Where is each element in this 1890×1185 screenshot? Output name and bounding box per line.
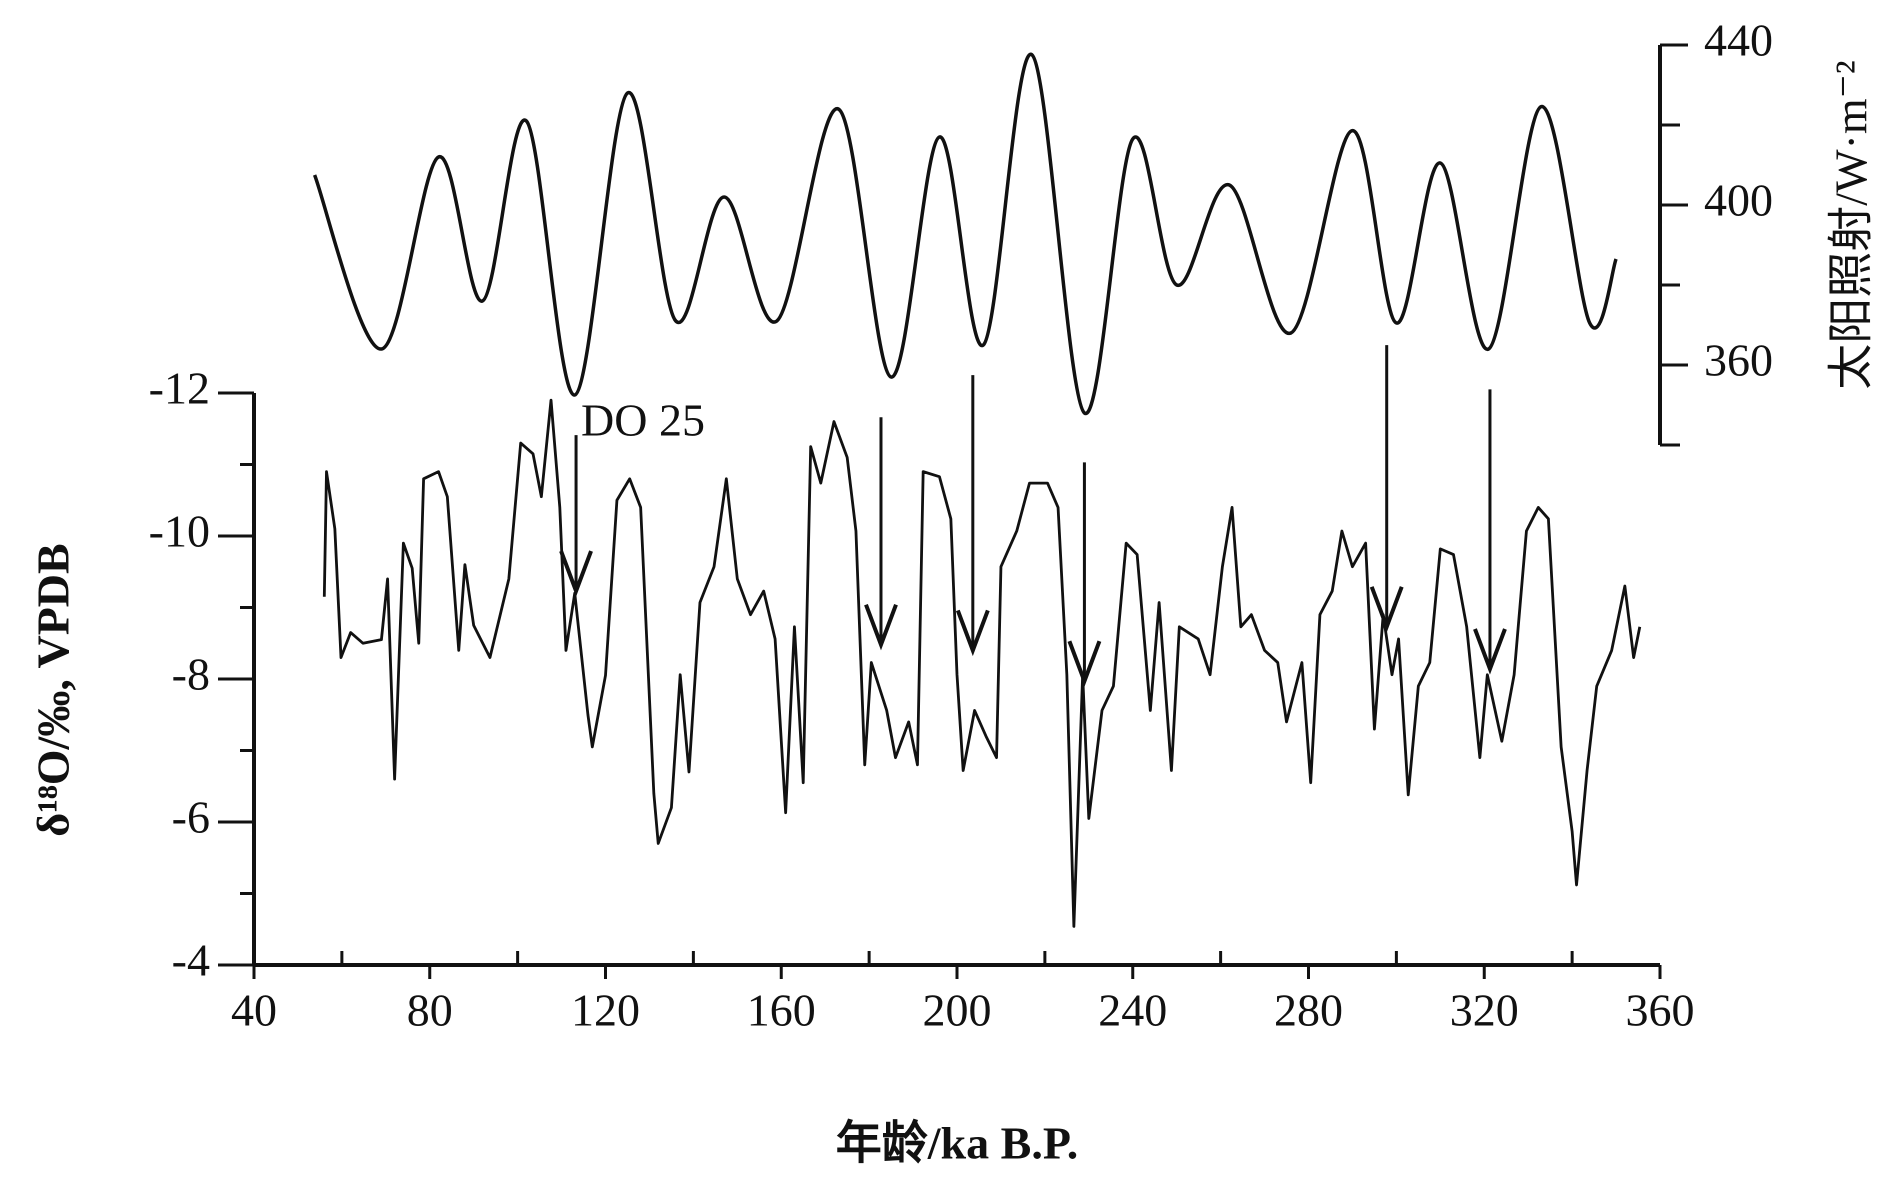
arrow-head [1369,586,1404,633]
y-tick-label: -4 [172,935,210,986]
y2-tick-label: 360 [1704,335,1773,386]
x-tick-label: 160 [747,985,816,1036]
y-axis-label: δ¹⁸O/‰, VPDB [28,543,79,836]
x-tick-label: 320 [1450,985,1519,1036]
y-tick-label: -12 [149,363,210,414]
y2-tick-label: 400 [1704,175,1773,226]
arrow-head [559,550,593,597]
y-tick-label: -8 [172,649,210,700]
annotation: DO 25 [581,395,705,446]
arrow-head [955,609,990,657]
x-tick-label: 120 [571,985,640,1036]
arrow-head [864,603,898,651]
arrow-head [1473,628,1507,675]
x-tick-label: 200 [923,985,992,1036]
y2-axis-label: 太阳照射/W·m⁻² [1826,60,1877,389]
x-tick-label: 360 [1626,985,1695,1036]
y-tick-label: -6 [172,792,210,843]
series-line [322,398,1642,928]
x-tick-label: 40 [231,985,277,1036]
x-tick-label: 80 [407,985,453,1036]
x-tick-label: 240 [1098,985,1167,1036]
y-tick-label: -10 [149,506,210,557]
arrow-head [1067,640,1102,687]
x-axis-label: 年龄/ka B.P. [836,1118,1078,1169]
x-tick-label: 280 [1274,985,1343,1036]
y2-tick-label: 440 [1704,15,1773,66]
series-line [312,52,1618,415]
